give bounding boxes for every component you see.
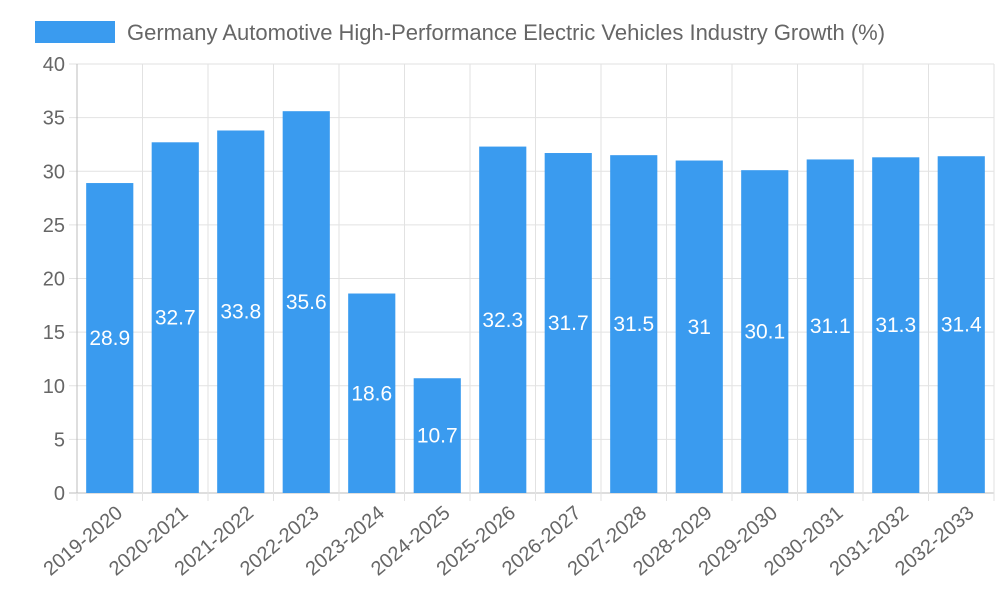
bar-value-label: 32.7 (155, 307, 196, 330)
bar[interactable] (675, 160, 723, 493)
y-tick-label: 20 (43, 269, 65, 291)
x-axis-ticks: 2019-20202020-20212021-20222022-20232023… (40, 502, 979, 580)
legend-label[interactable]: Germany Automotive High-Performance Elec… (127, 20, 885, 45)
bar-value-label: 35.6 (286, 291, 327, 314)
bar[interactable] (479, 146, 527, 493)
bar[interactable] (217, 130, 265, 493)
y-tick-label: 15 (43, 322, 65, 344)
bar-value-label: 31.1 (810, 315, 851, 338)
bar-value-label: 30.1 (744, 321, 785, 344)
legend-swatch[interactable] (35, 21, 115, 43)
y-tick-label: 30 (43, 161, 65, 183)
grid-lines (69, 63, 995, 501)
bar[interactable] (348, 293, 396, 493)
bar[interactable] (282, 111, 330, 493)
bar[interactable] (806, 159, 854, 493)
bar-value-label: 10.7 (417, 425, 458, 448)
bar[interactable] (151, 142, 199, 494)
bar-value-label: 28.9 (89, 327, 130, 350)
legend[interactable]: Germany Automotive High-Performance Elec… (35, 20, 885, 45)
bar[interactable] (610, 155, 658, 493)
y-axis-ticks: 0 5 10 15 20 25 30 35 40 (43, 54, 65, 505)
y-tick-label: 25 (43, 215, 65, 237)
bar[interactable] (937, 156, 985, 494)
y-tick-label: 40 (43, 54, 65, 76)
y-tick-label: 5 (54, 429, 65, 451)
bar-value-label: 18.6 (351, 382, 392, 405)
bar-value-label: 31.5 (613, 313, 654, 336)
bar-value-label: 31.3 (875, 314, 916, 337)
bar[interactable] (86, 183, 134, 494)
bar[interactable] (544, 153, 592, 493)
bar-value-label: 31 (688, 316, 711, 339)
bar-value-label: 33.8 (220, 301, 261, 324)
bar[interactable] (872, 157, 920, 493)
bar[interactable] (741, 170, 789, 494)
data-labels: 28.9 32.7 33.8 35.6 18.6 10.7 32.3 31.7 31.5 31 30… (89, 291, 982, 448)
y-tick-label: 35 (43, 108, 65, 130)
y-tick-label: 10 (43, 376, 65, 398)
bar-value-label: 32.3 (482, 309, 523, 332)
bar-value-label: 31.7 (548, 312, 589, 335)
y-tick-label: 0 (54, 483, 65, 505)
bar-value-label: 31.4 (941, 314, 982, 337)
bar-series (86, 111, 985, 494)
bar[interactable] (413, 378, 461, 493)
